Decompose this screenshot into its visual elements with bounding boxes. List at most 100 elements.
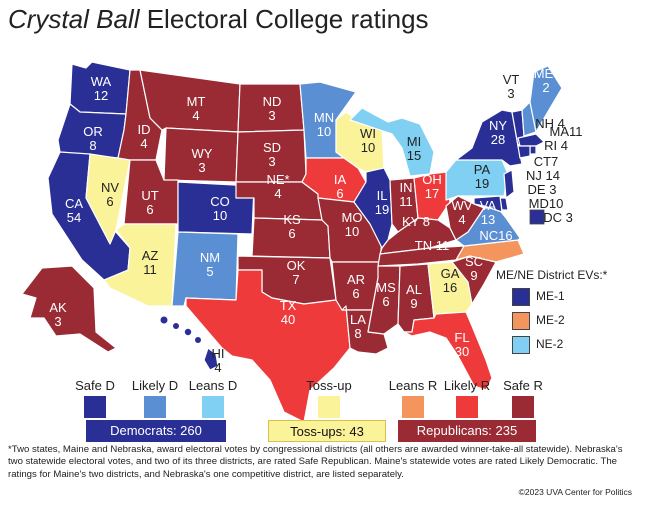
state-label-AK: AK 3 [49,300,67,329]
state-label-IN: IN 11 [399,180,413,209]
state-label-ND: ND 3 [263,94,282,123]
legend-swatch-safe-r [512,396,534,418]
legend-label-likely-r: Likely R [443,378,491,393]
state-label-VT: VT 3 [503,72,520,101]
district-row-me2: ME-2 [512,312,565,330]
hawaii-island [184,328,192,336]
legend-swatch-leans-d [202,396,224,418]
state-label-NH: NH 4 [535,116,565,131]
state-ME[interactable] [529,65,563,133]
state-label-MS: MS 6 [376,280,396,309]
state-MA[interactable] [517,133,545,147]
hawaii-island [160,316,168,324]
state-AK[interactable] [21,265,117,353]
title-italic: Crystal Ball [8,4,140,34]
district-label: ME-2 [536,313,565,328]
state-label-AZ: AZ 11 [142,248,159,277]
state-label-KS: KS 6 [283,212,301,241]
state-label-CT: CT7 [534,154,559,169]
state-label-WY: WY 3 [192,146,213,175]
state-label-GA: GA 16 [441,266,460,295]
state-label-SD: SD 3 [263,140,281,169]
state-label-CO: CO 10 [210,194,230,223]
state-label-DE: DE 3 [528,182,557,197]
state-label-CA: CA 54 [65,196,83,225]
state-TX[interactable] [185,269,351,423]
hawaii-island [173,323,179,329]
district-legend-title: ME/NE District EVs:* [496,268,608,282]
state-label-TX: TX 40 [280,298,297,327]
state-CT[interactable] [517,145,531,159]
state-label-KY: KY 8 [402,214,430,229]
district-swatch [512,288,530,306]
state-label-PA: PA 19 [474,162,491,191]
state-AZ[interactable] [103,223,177,307]
legend-label-leans-r: Leans R [388,378,438,393]
state-NM[interactable] [171,231,239,307]
state-label-NY: NY 28 [489,118,507,147]
district-swatch [512,312,530,330]
page-title: Crystal Ball Electoral College ratings [8,4,429,35]
state-label-NJ: NJ 14 [526,168,560,183]
state-label-DC: DC 3 [543,210,573,225]
state-label-NM: NM 5 [200,250,220,279]
state-label-ME: ME* 2 [534,66,559,95]
state-FL[interactable] [403,311,493,391]
state-label-SC: SC 9 [465,254,483,283]
footnote: *Two states, Maine and Nebraska, award e… [8,444,623,480]
total-republicans: Republicans: 235 [398,420,536,442]
state-label-HI: HI 4 [212,346,225,375]
legend-label-safe-r: Safe R [503,378,543,393]
state-RI[interactable] [529,145,537,155]
state-label-FL: FL 30 [454,330,469,359]
state-label-MN: MN 10 [314,110,334,139]
state-CO[interactable] [177,181,255,235]
state-label-IA: IA 6 [334,172,347,201]
state-label-OR: OR 8 [83,124,103,153]
state-label-WI: WI 10 [360,126,376,155]
state-MD[interactable] [473,195,503,213]
state-NJ[interactable] [503,169,515,199]
district-label: NE-2 [536,337,564,352]
state-label-UT: UT 6 [141,188,158,217]
legend-swatch-likely-d [144,396,166,418]
state-label-OH: OH 17 [422,172,442,201]
state-label-VA: VA 13 [480,198,497,227]
copyright: ©2023 UVA Center for Politics [518,487,632,497]
legend-swatch-leans-r [402,396,424,418]
state-WV[interactable] [445,195,485,241]
state-label-LA: LA 8 [350,312,366,341]
state-label-MO: MO 10 [342,210,363,239]
state-label-MT: MT 4 [187,94,206,123]
state-HI[interactable] [203,347,219,371]
us-electoral-map: WA 12 OR 8 CA 54 NV 6 ID 4 MT 4 WY 3 UT 6 AZ 11 CO 10 NM 5 ND 3… [21,61,583,423]
state-label-IL: IL 19 [375,188,389,217]
total-tossups: Toss-ups: 43 [268,420,386,442]
state-MI[interactable] [349,107,435,177]
state-label-WA: WA 12 [91,74,112,103]
state-label-ID: ID 4 [138,122,151,151]
state-label-NC: NC16 [479,228,512,243]
district-row-ne2: NE-2 [512,336,563,354]
state-label-OK: OK 7 [287,258,306,287]
district-label: ME-1 [536,289,565,304]
total-democrats: Democrats: 260 [86,420,226,442]
legend-label-likely-d: Likely D [131,378,179,393]
legend-swatch-safe-d [84,396,106,418]
legend-swatch-tossup [318,396,340,418]
title-rest: Electoral College ratings [146,4,429,34]
state-label-NV: NV 6 [101,180,119,209]
state-label-NE: NE* 4 [266,172,289,201]
state-label-RI: RI 4 [544,138,568,153]
hawaii-island [195,337,201,343]
legend-label-leans-d: Leans D [188,378,238,393]
district-row-me1: ME-1 [512,288,565,306]
legend-swatch-likely-r [456,396,478,418]
legend-label-tossup: Toss-up [306,378,352,393]
district-swatch [512,336,530,354]
legend-label-safe-d: Safe D [75,378,115,393]
state-DC-box[interactable] [529,209,545,225]
state-label-MA: MA11 [550,124,583,139]
state-label-AR: AR 6 [347,272,365,301]
state-label-TN: TN 11 [415,238,449,253]
